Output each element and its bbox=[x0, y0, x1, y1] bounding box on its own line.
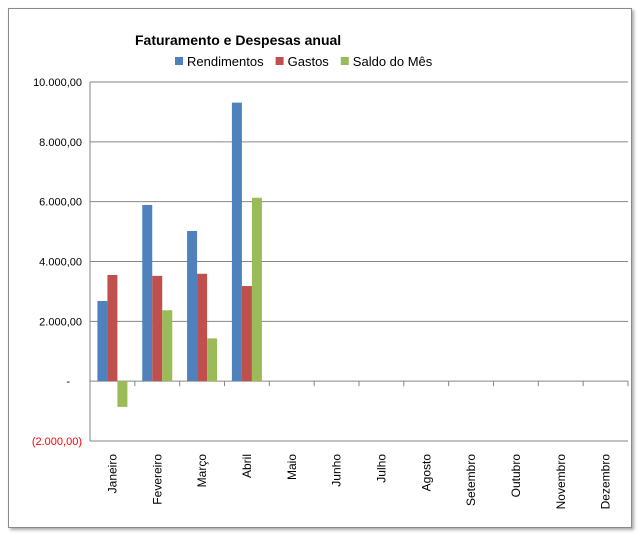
y-tick-label: (2.000,00) bbox=[32, 436, 82, 448]
chart-title: Faturamento e Despesas anual bbox=[135, 32, 341, 48]
x-tick-label: Junho bbox=[330, 454, 344, 487]
x-tick-label: Fevereiro bbox=[150, 454, 164, 505]
x-tick-label: Dezembro bbox=[599, 454, 613, 510]
y-tick-label: 10.000,00 bbox=[33, 77, 82, 89]
bar-rendimentos-0 bbox=[97, 300, 108, 382]
bar-saldo-do-mês-3 bbox=[251, 197, 262, 382]
legend-swatch-0 bbox=[175, 57, 183, 65]
legend-label-0: Rendimentos bbox=[187, 54, 264, 69]
x-tick-label: Março bbox=[195, 454, 209, 488]
bar-saldo-do-mês-0 bbox=[117, 381, 128, 407]
bar-saldo-do-mês-1 bbox=[162, 310, 173, 382]
y-tick-label: 4.000,00 bbox=[39, 257, 82, 269]
y-tick-label: 8.000,00 bbox=[39, 137, 82, 149]
x-tick-label: Abril bbox=[240, 454, 254, 478]
bar-gastos-2 bbox=[197, 273, 208, 382]
legend-swatch-1 bbox=[275, 57, 284, 65]
x-tick-label: Maio bbox=[285, 454, 299, 480]
bar-saldo-do-mês-2 bbox=[207, 338, 218, 382]
legend-swatch-2 bbox=[340, 57, 349, 65]
legend-label-1: Gastos bbox=[288, 54, 330, 69]
x-tick-label: Agosto bbox=[419, 454, 433, 492]
x-tick-label: Setembro bbox=[464, 454, 478, 506]
bar-rendimentos-1 bbox=[142, 204, 153, 382]
y-tick-label: 6.000,00 bbox=[39, 197, 82, 209]
x-tick-label: Julho bbox=[374, 454, 388, 483]
x-tick-label: Janeiro bbox=[105, 454, 119, 494]
x-tick-label: Novembro bbox=[554, 454, 568, 510]
legend-label-2: Saldo do Mês bbox=[353, 54, 433, 69]
y-tick-label: - bbox=[66, 376, 70, 388]
bar-gastos-0 bbox=[107, 274, 118, 382]
bar-rendimentos-2 bbox=[187, 230, 198, 382]
x-tick-label: Outubro bbox=[509, 454, 523, 498]
bar-gastos-3 bbox=[241, 286, 252, 382]
bar-gastos-1 bbox=[152, 275, 163, 382]
bar-rendimentos-3 bbox=[231, 102, 242, 382]
y-tick-label: 2.000,00 bbox=[39, 316, 82, 328]
